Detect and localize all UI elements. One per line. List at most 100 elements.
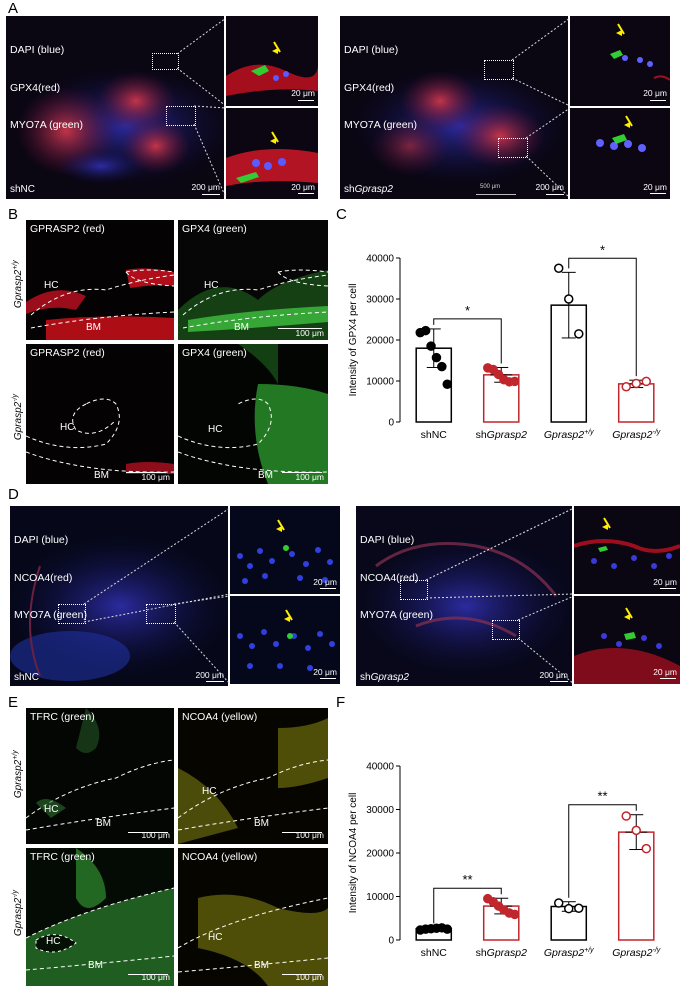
inset-scale: 20 μm: [653, 667, 677, 677]
hc-label: HC: [208, 424, 223, 435]
panel-a-shnc-inset-top: 20 μm: [226, 16, 318, 106]
panel-b-gpx4-ko: GPX4 (green) HC BM 100 μm: [178, 344, 328, 484]
hc-label: HC: [46, 936, 61, 947]
bm-label: BM: [94, 470, 109, 481]
panel-d-shnc-inset-bottom: 20 μm: [230, 596, 340, 684]
inset-box: [400, 580, 428, 600]
x-tick-label: shGprasp2: [476, 429, 528, 441]
data-point: [641, 843, 652, 854]
data-point: [493, 369, 504, 380]
panel-d-shnc-overview: DAPI (blue) NCOA4(red) MYO7A (green) shN…: [10, 506, 228, 686]
data-point: [621, 811, 631, 821]
data-point: [431, 352, 442, 363]
condition-label: shGprasp2: [360, 672, 409, 683]
hc-label: HC: [44, 804, 59, 815]
legend-myo7a: MYO7A (green): [360, 609, 433, 621]
x-tick-label: Gprasp2+/y: [544, 947, 594, 959]
panel-a-shnc-inset-bottom: 20 μm: [226, 108, 318, 199]
legend-dapi: DAPI (blue): [344, 44, 399, 56]
panel-e-ncoa4-wt: NCOA4 (yellow) HC BM 100 μm: [178, 708, 328, 844]
legend-dapi: DAPI (blue): [360, 534, 415, 546]
y-tick-label: 20000: [366, 849, 394, 860]
x-tick-label: shNC: [421, 429, 448, 441]
scale-label: 200 μm: [535, 182, 564, 192]
scale-label: 100 μm: [141, 830, 170, 840]
y-tick-label: 30000: [366, 805, 394, 816]
scale-label: 200 μm: [195, 670, 224, 680]
significance-bracket: [568, 804, 637, 898]
panel-a-shgprasp2-inset-top: 20 μm: [570, 16, 670, 106]
bm-label: BM: [254, 818, 269, 829]
scale-label: 100 μm: [295, 830, 324, 840]
image-title: TFRC (green): [30, 711, 95, 723]
image-title: GPRASP2 (red): [30, 347, 105, 359]
bm-label: BM: [88, 960, 103, 971]
condition-label: shNC: [14, 672, 40, 683]
hc-label: HC: [208, 932, 223, 943]
significance-label: *: [600, 242, 605, 257]
image-title: GPX4 (green): [182, 347, 247, 359]
legend-myo7a: MYO7A (green): [344, 119, 417, 131]
panel-e-ncoa4-ko: NCOA4 (yellow) HC BM 100 μm: [178, 848, 328, 986]
data-point: [621, 381, 631, 392]
inset-scale: 20 μm: [313, 667, 337, 677]
panel-e-tfrc-wt: TFRC (green) HC BM 100 μm: [26, 708, 174, 844]
scale-label-small: 500 μm: [480, 184, 501, 190]
y-axis-label: Intensity of NCOA4 per cell: [348, 793, 359, 914]
condition-label: shNC: [10, 184, 36, 195]
y-tick-label: 30000: [366, 295, 394, 306]
condition-label: shGprasp2: [344, 184, 393, 195]
panel-label-a: A: [8, 0, 19, 17]
bm-label: BM: [86, 322, 101, 333]
significance-label: *: [465, 303, 470, 318]
panel-e-tfrc-ko: TFRC (green) HC BM 100 μm: [26, 848, 174, 986]
inset-scale: 20 μm: [653, 577, 677, 587]
data-point: [510, 376, 520, 387]
y-tick-label: 0: [388, 418, 394, 429]
legend-dapi: DAPI (blue): [14, 534, 69, 546]
data-point: [641, 376, 652, 387]
legend-ncoa4: NCOA4(red): [14, 571, 73, 584]
y-axis-label: Intensity of GPX4 per cell: [348, 284, 359, 397]
significance-label: **: [462, 872, 472, 887]
image-title: GPX4 (green): [182, 223, 247, 235]
significance-label: **: [597, 789, 607, 804]
y-tick-label: 40000: [366, 254, 394, 265]
data-point: [631, 378, 641, 389]
data-point: [564, 903, 574, 914]
chart-f-ncoa4-intensity: 0 10000 20000 30000 40000 Intensity of NCOA4 …: [348, 762, 661, 960]
legend-myo7a: MYO7A (green): [14, 609, 87, 621]
panel-label-c: C: [336, 206, 347, 223]
scale-label: 100 μm: [295, 328, 324, 338]
chart-c-gpx4-intensity: 0 10000 20000 30000 40000 Intensity of GPX4 p…: [348, 242, 661, 441]
panel-label-f: F: [336, 694, 346, 711]
significance-bracket: [433, 887, 502, 924]
inset-box: [58, 604, 86, 624]
scale-label: 100 μm: [295, 972, 324, 982]
hc-label: HC: [44, 280, 59, 291]
hc-label: HC: [60, 422, 75, 433]
data-point: [420, 325, 431, 336]
panel-a-shgprasp2-overview: DAPI (blue) GPX4(red) MYO7A (green) shGp…: [340, 16, 568, 199]
inset-box: [484, 60, 514, 80]
hc-label: HC: [202, 786, 217, 797]
scale-label: 100 μm: [141, 472, 170, 482]
panel-d-shnc-inset-top: 20 μm: [230, 506, 340, 594]
panel-b-gprasp2-wt: GPRASP2 (red) HC BM: [26, 220, 174, 340]
significance-bracket: [433, 318, 502, 364]
panel-label-d: D: [8, 486, 19, 503]
data-point: [442, 379, 452, 390]
row-label-wt: Gprasp2+/y: [11, 750, 25, 799]
inset-scale: 20 μm: [643, 182, 667, 192]
y-tick-label: 10000: [366, 892, 394, 903]
data-point: [574, 329, 584, 339]
data-point: [564, 294, 574, 304]
scale-bar: [202, 194, 220, 195]
inset-scale: 20 μm: [291, 182, 315, 192]
data-point: [631, 825, 641, 836]
inset-box: [498, 138, 528, 158]
y-tick-label: 10000: [366, 377, 394, 388]
data-point: [574, 903, 584, 913]
